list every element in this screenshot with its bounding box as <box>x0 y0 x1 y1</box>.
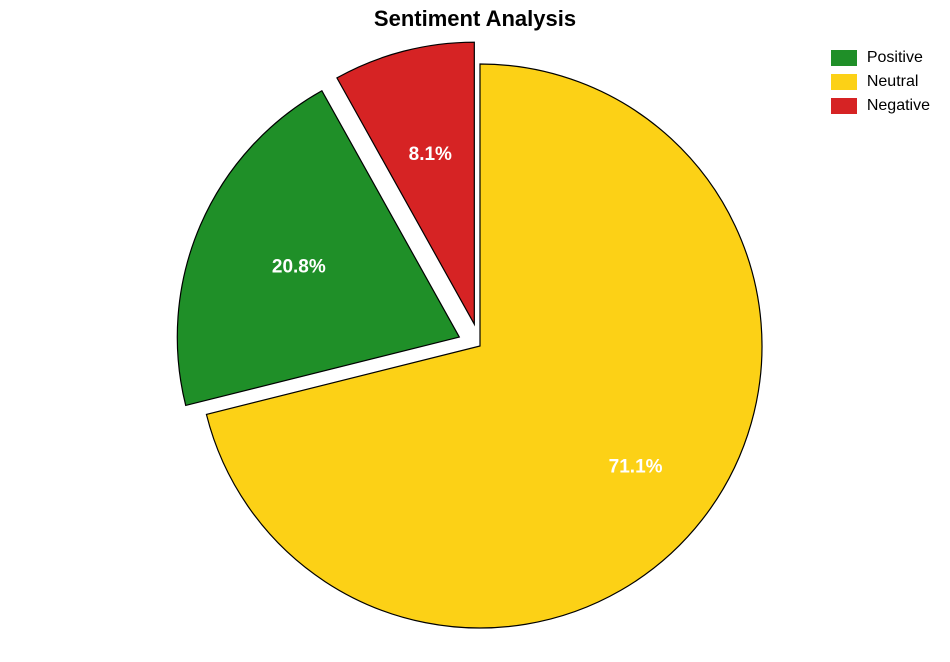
legend-item-negative: Negative <box>831 94 930 118</box>
slice-label-neutral: 71.1% <box>609 456 663 477</box>
legend-swatch-neutral <box>831 74 857 90</box>
legend-swatch-positive <box>831 50 857 66</box>
pie-chart-svg: 71.1% 20.8% 8.1% <box>0 0 950 662</box>
legend-item-neutral: Neutral <box>831 70 930 94</box>
pie-chart-container: Sentiment Analysis 71.1%20.8%8.1% Positi… <box>0 0 950 662</box>
legend-label-positive: Positive <box>867 49 923 67</box>
legend: Positive Neutral Negative <box>831 46 930 118</box>
legend-item-positive: Positive <box>831 46 930 70</box>
legend-swatch-negative <box>831 98 857 114</box>
legend-label-negative: Negative <box>867 97 930 115</box>
legend-label-neutral: Neutral <box>867 73 919 91</box>
slice-label-negative: 8.1% <box>409 144 452 165</box>
slice-label-positive: 20.8% <box>272 257 326 278</box>
